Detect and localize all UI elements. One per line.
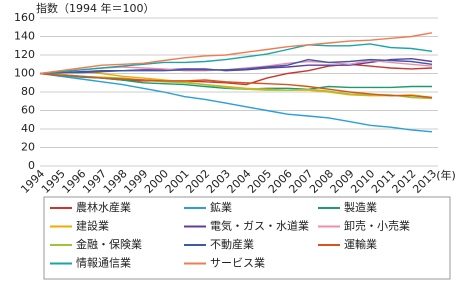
y-tick-label: 140: [14, 30, 35, 43]
line: [39, 72, 433, 99]
legend-label: 金融・保険業: [76, 237, 142, 251]
line: [39, 72, 433, 133]
legend-label: 情報通信業: [76, 257, 131, 270]
legend-label: 製造業: [344, 200, 377, 214]
legend-label: 鉱業: [210, 200, 232, 214]
y-tick-label: 100: [14, 67, 35, 80]
line: [39, 43, 433, 75]
line: [39, 57, 433, 75]
x-tick-label: 2013: [410, 167, 439, 196]
y-tick-label: 0: [28, 159, 35, 172]
line: [39, 58, 433, 75]
legend-label: 農林水産業: [76, 200, 131, 214]
legend-label: 電気・ガス・水道業: [210, 219, 309, 233]
y-tick-label: 160: [14, 11, 35, 24]
x-axis-label: (年): [436, 168, 456, 182]
y-tick-label: 120: [14, 48, 35, 61]
legend-label: 卸売・小売業: [344, 219, 410, 233]
legend-label: 運輸業: [344, 237, 377, 251]
y-tick-label: 80: [21, 85, 35, 98]
legend-label: 不動産業: [210, 237, 254, 251]
y-tick-label: 40: [21, 122, 35, 135]
line: [39, 72, 433, 100]
line: [39, 32, 433, 75]
legend-label: サービス業: [210, 257, 265, 270]
legend-box: [43, 196, 451, 280]
y-tick-label: 60: [21, 104, 35, 117]
legend-label: 建設業: [76, 219, 109, 233]
chart-title: 指数（1994 年＝100）: [36, 1, 155, 15]
y-tick-label: 20: [21, 141, 35, 154]
line: [39, 70, 433, 99]
